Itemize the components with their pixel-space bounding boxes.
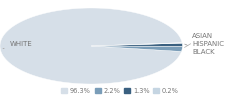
Text: WHITE: WHITE bbox=[3, 41, 32, 49]
Polygon shape bbox=[91, 43, 182, 46]
Polygon shape bbox=[91, 46, 182, 52]
Text: ASIAN: ASIAN bbox=[185, 34, 213, 47]
Text: HISPANIC: HISPANIC bbox=[185, 42, 224, 48]
Text: BLACK: BLACK bbox=[185, 44, 215, 56]
Legend: 96.3%, 2.2%, 1.3%, 0.2%: 96.3%, 2.2%, 1.3%, 0.2% bbox=[58, 85, 182, 97]
Polygon shape bbox=[91, 43, 182, 46]
Polygon shape bbox=[0, 8, 182, 84]
